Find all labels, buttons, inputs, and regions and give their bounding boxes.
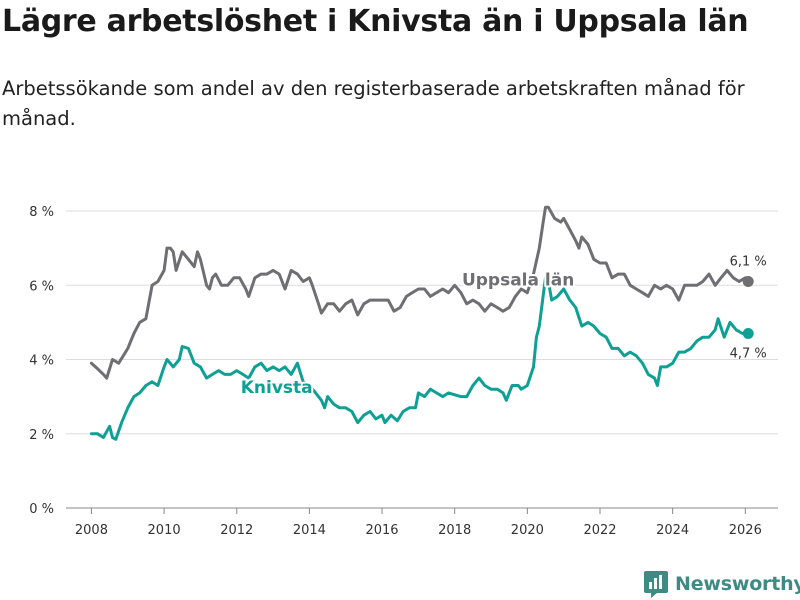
grid-lines	[66, 210, 778, 509]
brand-name: Newsworthy	[675, 573, 800, 595]
x-tick-label: 2008	[75, 523, 108, 538]
x-tick-label: 2014	[293, 523, 326, 538]
chart-title: Lägre arbetslöshet i Knivsta än i Uppsal…	[2, 4, 749, 39]
x-tick-label: 2012	[220, 523, 253, 538]
x-tick-label: 2010	[148, 523, 181, 538]
y-tick-label: 0 %	[29, 502, 54, 517]
series-name-label-uppsala-l-n: Uppsala län	[462, 270, 574, 290]
y-tick-label: 8 %	[29, 205, 54, 220]
end-value-label-uppsala-l-n: 6,1 %	[730, 255, 767, 270]
series-name-label-knivsta: Knivsta	[241, 378, 313, 398]
y-tick-label: 2 %	[29, 428, 54, 443]
end-point-knivsta	[742, 328, 754, 340]
x-tick-label: 2024	[656, 523, 689, 538]
newsworthy-logo-icon	[644, 571, 668, 598]
chart-subtitle: Arbetssökande som andel av den registerb…	[2, 77, 745, 130]
series-layer	[89, 205, 754, 441]
series-line-uppsala-l-n	[89, 205, 750, 380]
x-tick-label: 2026	[729, 523, 762, 538]
x-tick-label: 2016	[365, 523, 398, 538]
x-tick-label: 2020	[511, 523, 544, 538]
x-tick-label: 2022	[583, 523, 616, 538]
series-line-knivsta	[89, 276, 750, 441]
y-tick-label: 4 %	[29, 354, 54, 369]
x-tick-label: 2018	[438, 523, 471, 538]
y-tick-label: 6 %	[29, 279, 54, 294]
end-point-uppsala-l-n	[742, 276, 754, 288]
end-value-label-knivsta: 4,7 %	[730, 347, 767, 362]
axes: 0 % 2 % 4 % 6 % 8 % 2008 2010 2012 2014 2016 2018 2…	[29, 205, 762, 538]
labels-layer: 6,1 % 4,7 % Uppsala län Knivsta	[239, 255, 767, 400]
brand-logo: Newsworthy	[643, 568, 800, 600]
